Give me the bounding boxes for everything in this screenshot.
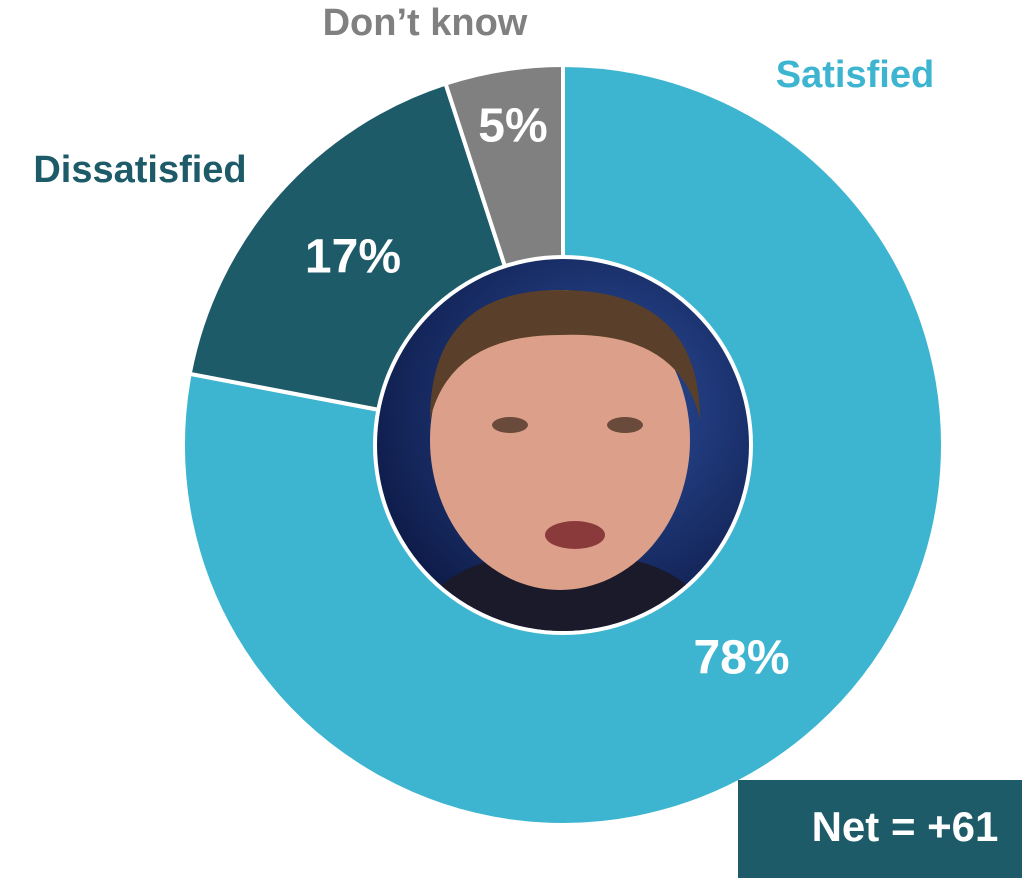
photo-face: [430, 290, 690, 590]
photo-eye: [607, 417, 643, 433]
labels: 78% Satisfied 17% Dissatisfied 5% Don’t know: [33, 2, 934, 684]
annotation-box: [738, 780, 1022, 878]
category-label: Satisfied: [776, 54, 934, 96]
photo-mouth: [545, 521, 605, 549]
category-label: Don’t know: [323, 2, 528, 44]
value-label: 78%: [693, 631, 789, 684]
value-label: 5%: [478, 100, 547, 153]
category-label: Dissatisfied: [33, 149, 246, 191]
photo-eye: [492, 417, 528, 433]
photo-hair: [430, 290, 700, 420]
value-label: 17%: [305, 231, 401, 284]
annotation: Net = +61: [812, 803, 999, 850]
